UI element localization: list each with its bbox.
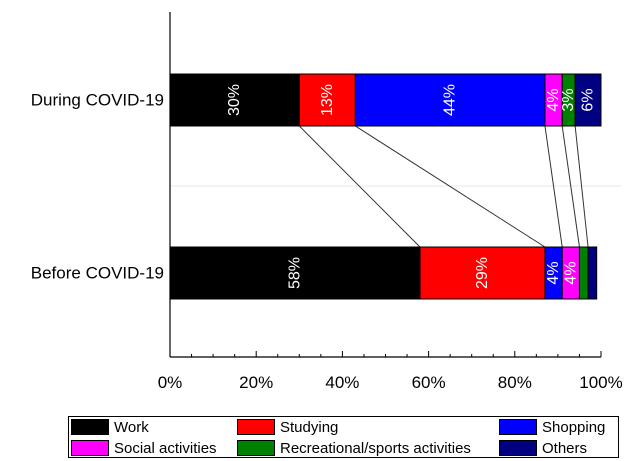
bar-recreational-sports-activities-1	[578, 246, 589, 300]
x-tick-label: 20%	[239, 373, 273, 392]
legend-label-studying: Studying	[280, 418, 339, 436]
x-tick-label: 40%	[325, 373, 359, 392]
data-label: 4%	[545, 88, 562, 111]
connector-line	[544, 125, 563, 248]
legend-swatch-studying	[237, 419, 275, 435]
connector-line	[561, 125, 580, 248]
legend-label-work: Work	[114, 418, 149, 436]
legend-swatch-recreational-sports	[237, 440, 275, 456]
x-tick-label: 0%	[158, 373, 183, 392]
x-tick-label: 80%	[498, 373, 532, 392]
legend: Work Studying Shopping Social activities…	[68, 416, 619, 458]
connector-line	[574, 125, 589, 248]
x-tick-label: 60%	[412, 373, 446, 392]
legend-swatch-shopping	[499, 419, 537, 435]
legend-label-shopping: Shopping	[542, 418, 606, 436]
category-label: Before COVID-19	[31, 264, 164, 283]
legend-label-others: Others	[542, 439, 588, 457]
connector-line	[298, 125, 421, 248]
bar-others-0	[574, 73, 602, 127]
legend-item-shopping: Shopping	[499, 417, 605, 437]
legend-swatch-others	[499, 440, 537, 456]
legend-item-studying: Studying	[237, 417, 338, 437]
bar-others-1	[587, 246, 598, 300]
bar-work-0	[169, 73, 300, 127]
data-label: 6%	[580, 88, 597, 111]
data-label: 58%	[286, 257, 303, 289]
legend-swatch-social-activities	[71, 440, 109, 456]
data-label: 29%	[474, 257, 491, 289]
data-label: 13%	[319, 84, 336, 116]
legend-swatch-work	[71, 419, 109, 435]
category-label: During COVID-19	[31, 91, 164, 110]
legend-label-recreational-sports: Recreational/sports activities	[280, 439, 471, 457]
legend-label-social-activities: Social activities	[114, 439, 217, 457]
data-label: 4%	[562, 261, 579, 284]
x-tick-label: 100%	[579, 373, 622, 392]
data-label: 30%	[226, 84, 243, 116]
legend-item-social-activities: Social activities	[71, 438, 217, 458]
data-label: 3%	[560, 88, 577, 111]
legend-item-work: Work	[71, 417, 149, 437]
legend-item-recreational-sports: Recreational/sports activities	[237, 438, 471, 458]
bar-work-1	[169, 246, 421, 300]
data-label: 4%	[545, 261, 562, 284]
data-label: 44%	[442, 84, 459, 116]
legend-item-others: Others	[499, 438, 587, 458]
connector-line	[355, 125, 546, 248]
